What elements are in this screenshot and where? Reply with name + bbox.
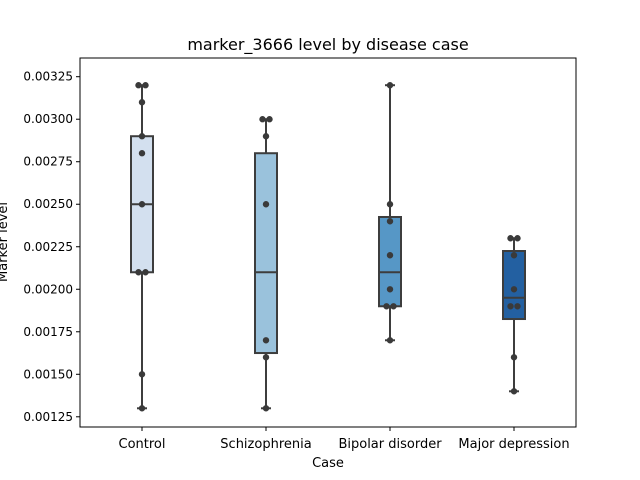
y-tick-label: 0.00325 [23,70,73,84]
y-tick-label: 0.00275 [23,155,73,169]
data-point [386,201,394,208]
data-point [386,286,394,293]
data-point [138,201,146,208]
data-point [266,116,273,123]
plot-area [79,57,577,428]
data-point [262,337,270,344]
data-point [507,235,514,242]
iqr-box [254,152,278,355]
data-point [262,201,270,208]
data-point [386,218,394,225]
data-point [386,252,394,259]
x-tick-label: Control [119,437,166,452]
data-point [507,303,514,310]
data-point [390,303,397,310]
y-tick-label: 0.00125 [23,410,73,424]
data-point [510,388,518,395]
data-point [142,269,149,276]
data-point [138,371,146,378]
data-point [510,286,518,293]
x-axis-label: Case [312,456,344,471]
y-tick-label: 0.00175 [23,325,73,339]
iqr-box [502,250,526,321]
data-point [386,337,394,344]
data-point [142,82,149,89]
iqr-box [378,215,402,308]
data-point [514,303,521,310]
box-group-4 [502,237,526,393]
data-point [135,82,142,89]
y-tick-label: 0.00150 [23,367,73,381]
data-point [510,354,518,361]
data-point [138,405,146,412]
x-tick-label: Schizophrenia [220,437,311,452]
x-tick-label: Major depression [458,437,569,452]
data-point [383,303,390,310]
boxes [130,84,526,410]
y-tick-label: 0.00250 [23,197,73,211]
y-axis-label: Marker level [0,202,11,282]
y-tick-label: 0.00300 [23,112,73,126]
data-point [138,150,146,157]
y-axis: 0.00125 0.00150 0.00175 0.00200 0.00225 0.002… [23,70,80,424]
data-point [138,133,146,140]
data-point [510,252,518,259]
data-point [135,269,142,276]
data-points [135,82,521,412]
data-point [262,405,270,412]
data-point [262,133,270,140]
x-axis: Control Schizophrenia Bipolar disorder Majo… [119,427,570,452]
box-group-2 [254,118,278,410]
x-tick-label: Bipolar disorder [338,437,442,452]
y-tick-label: 0.00225 [23,240,73,254]
data-point [386,82,394,89]
data-point [138,99,146,106]
data-point [262,354,270,361]
data-point [514,235,521,242]
data-point [259,116,266,123]
box-group-3 [378,84,402,342]
y-tick-label: 0.00200 [23,282,73,296]
chart-title: marker_3666 level by disease case [187,35,468,55]
